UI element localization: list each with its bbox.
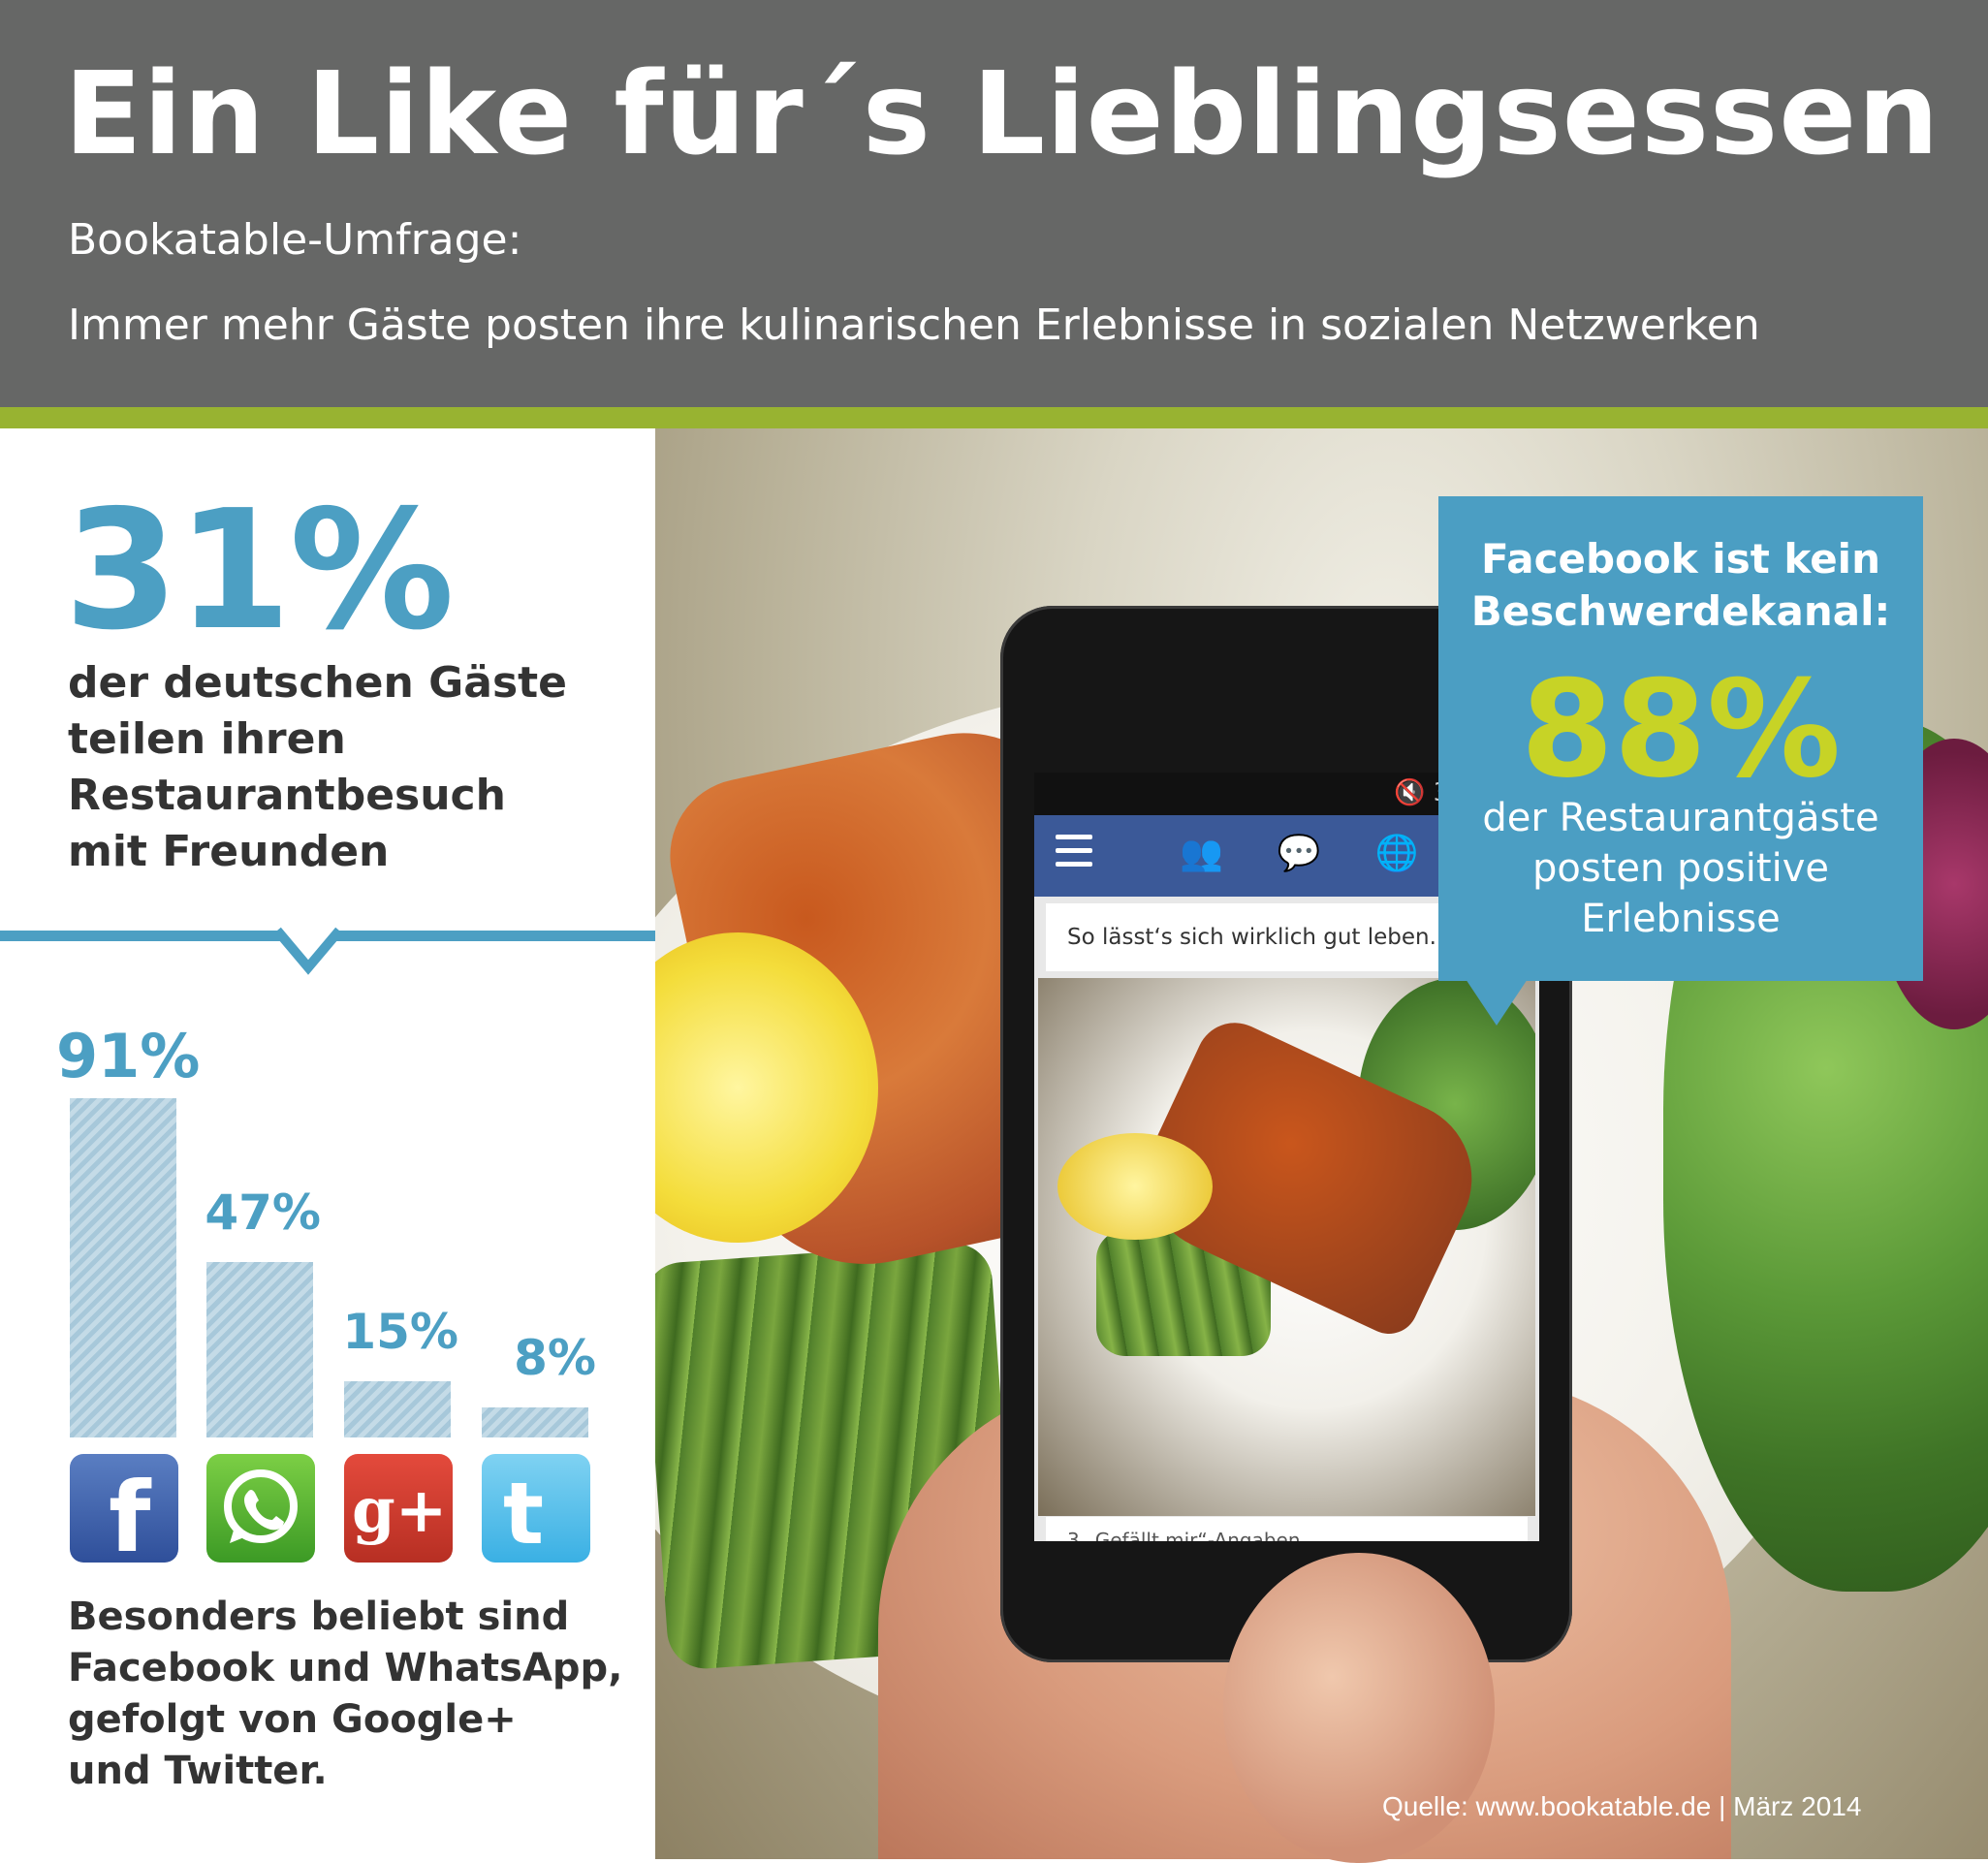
callout-heading-line: Facebook ist kein xyxy=(1481,535,1880,583)
bar-label-twitter: 8% xyxy=(514,1330,596,1386)
lemon-image xyxy=(655,932,878,1243)
header-banner: Ein Like für´s Lieblingsessen Bookatable… xyxy=(0,0,1988,407)
big-stat-31: 31% xyxy=(64,475,455,667)
bottom-text: Besonders beliebt sind Facebook und What… xyxy=(68,1592,622,1797)
description-line: der deutschen Gäste xyxy=(68,658,568,708)
post-text: So lässt‘s sich wirklich gut leben... xyxy=(1067,925,1451,950)
messages-icon[interactable]: 💬 xyxy=(1277,834,1375,873)
callout-box: Facebook ist kein Beschwerdekanal: 88% d… xyxy=(1438,496,1923,981)
bar-facebook xyxy=(70,1098,176,1437)
callout-body-line: der Restaurantgäste xyxy=(1482,796,1879,840)
callout-heading-line: Beschwerdekanal: xyxy=(1470,587,1891,635)
bar-label-whatsapp: 47% xyxy=(205,1184,321,1241)
description-line: mit Freunden xyxy=(68,827,390,876)
friends-icon[interactable]: 👥 xyxy=(1180,834,1278,873)
twitter-icon: t xyxy=(482,1454,590,1563)
bar-twitter xyxy=(482,1407,588,1437)
post-lemon-image xyxy=(1057,1133,1213,1240)
description-line: Restaurantbesuch xyxy=(68,771,506,820)
callout-body: der Restaurantgäste posten positive Erle… xyxy=(1438,793,1923,944)
big-stat-88: 88% xyxy=(1520,651,1842,807)
likes-bar: 3 „Gefällt mir“-Angaben xyxy=(1046,1517,1528,1541)
facebook-nav-icons: 👥💬🌐 xyxy=(1180,833,1472,873)
accent-divider xyxy=(0,407,1988,428)
bottom-text-line: Besonders beliebt sind xyxy=(68,1595,570,1639)
subtitle-description: Immer mehr Gäste posten ihre kulinarisch… xyxy=(68,300,1760,350)
source-credit: Quelle: www.bookatable.de | März 2014 xyxy=(1382,1791,1862,1821)
bar-label-facebook: 91% xyxy=(56,1021,201,1091)
facebook-icon: f xyxy=(70,1454,178,1563)
description-line: teilen ihren xyxy=(68,714,346,764)
bottom-text-line: und Twitter. xyxy=(68,1749,328,1793)
callout-body-line: posten positive xyxy=(1532,846,1829,891)
svg-text:t: t xyxy=(503,1464,544,1563)
likes-count: 3 „Gefällt mir“-Angaben xyxy=(1067,1529,1301,1541)
globe-icon[interactable]: 🌐 xyxy=(1374,834,1473,873)
chevron-down-icon xyxy=(273,927,343,975)
thumb-image xyxy=(1223,1553,1495,1863)
subtitle-survey: Bookatable-Umfrage: xyxy=(68,215,522,265)
google-plus-icon: g+ xyxy=(344,1454,453,1563)
post-photo xyxy=(1038,978,1535,1516)
callout-heading: Facebook ist kein Beschwerdekanal: xyxy=(1438,533,1923,638)
callout-body-line: Erlebnisse xyxy=(1581,897,1781,941)
stat-description: der deutschen Gäste teilen ihren Restaur… xyxy=(68,655,567,880)
svg-text:g+: g+ xyxy=(352,1474,447,1547)
bottom-text-line: Facebook und WhatsApp, xyxy=(68,1646,623,1690)
callout-pointer xyxy=(1466,979,1528,1026)
bottom-text-line: gefolgt von Google+ xyxy=(68,1697,517,1742)
bar-google-plus xyxy=(344,1381,451,1437)
hamburger-menu-icon[interactable] xyxy=(1056,835,1092,869)
svg-text:f: f xyxy=(109,1461,152,1563)
bar-whatsapp xyxy=(206,1262,313,1437)
page-title: Ein Like für´s Lieblingsessen xyxy=(64,47,1941,180)
whatsapp-icon xyxy=(206,1454,315,1563)
bar-label-google-plus: 15% xyxy=(342,1304,458,1360)
